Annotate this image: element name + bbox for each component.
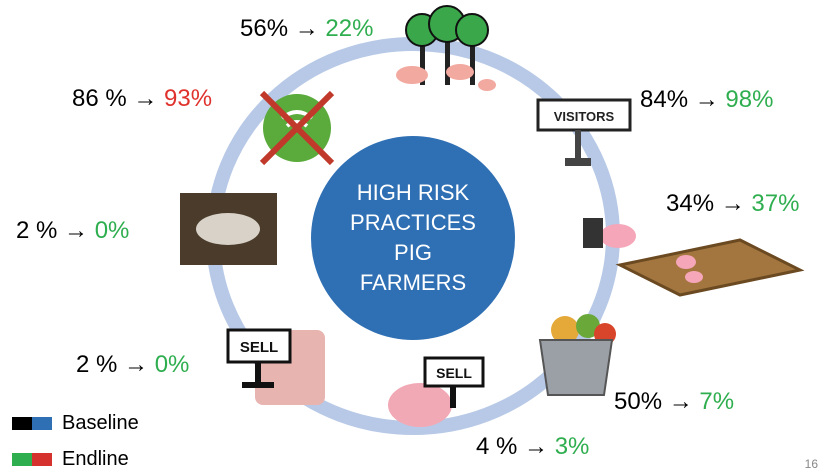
legend-label: Baseline [62,412,139,435]
slide: VISITORS SELL SELL [0,0,828,475]
legend-swatch [12,453,52,466]
legend-swatch [12,417,52,430]
legend-baseline: Baseline [12,412,139,435]
stat-text: 0% [95,217,130,244]
stat: 50% → 7% [614,388,734,416]
stat-text: 34% [666,190,714,217]
stat-text: → [133,85,157,112]
stat-text: → [64,217,88,244]
stat-text: → [669,388,693,415]
center-line: HIGH RISK [357,178,469,208]
stat-text: 93% [164,85,212,112]
legend-endline: Endline [12,448,129,471]
stat-text: 50% [614,388,662,415]
stat-text: 56% [240,15,288,42]
bucket-icon [540,314,616,395]
sign-text: SELL [436,365,472,381]
stat-text: 86 % [72,85,127,112]
center-line: PRACTICES [350,208,476,238]
stat-text: → [295,15,319,42]
stat-text: 37% [751,190,799,217]
stat: 34% → 37% [666,190,799,218]
stat-text: 2 % [16,217,57,244]
stat-text: 2 % [76,351,117,378]
sign-text: SELL [240,339,278,356]
center-title: HIGH RISK PRACTICES PIG FARMERS [313,138,513,338]
stat: 84% → 98% [640,86,773,114]
stat: 86 % → 93% [72,85,212,113]
stat: 2 % → 0% [16,217,129,245]
stat-text: → [695,86,719,113]
legend-label: Endline [62,448,129,471]
sell-meat-icon: SELL [228,330,325,405]
stat-text: → [124,351,148,378]
sign-text: VISITORS [554,109,615,124]
stat-text: 0% [155,351,190,378]
stat-text: 22% [325,15,373,42]
stat-text: 98% [725,86,773,113]
stat: 4 % → 3% [476,433,589,461]
page-number: 16 [805,457,818,471]
stat: 56% → 22% [240,15,373,43]
stat-text: → [721,190,745,217]
center-line: PIG [394,238,432,268]
stat-text: 3% [555,433,590,460]
stat-text: 4 % [476,433,517,460]
stat-text: → [524,433,548,460]
stat-text: 7% [699,388,734,415]
stat-text: 84% [640,86,688,113]
center-line: FARMERS [360,268,466,298]
stat: 2 % → 0% [76,351,189,379]
pig-photo-animal [196,213,260,245]
